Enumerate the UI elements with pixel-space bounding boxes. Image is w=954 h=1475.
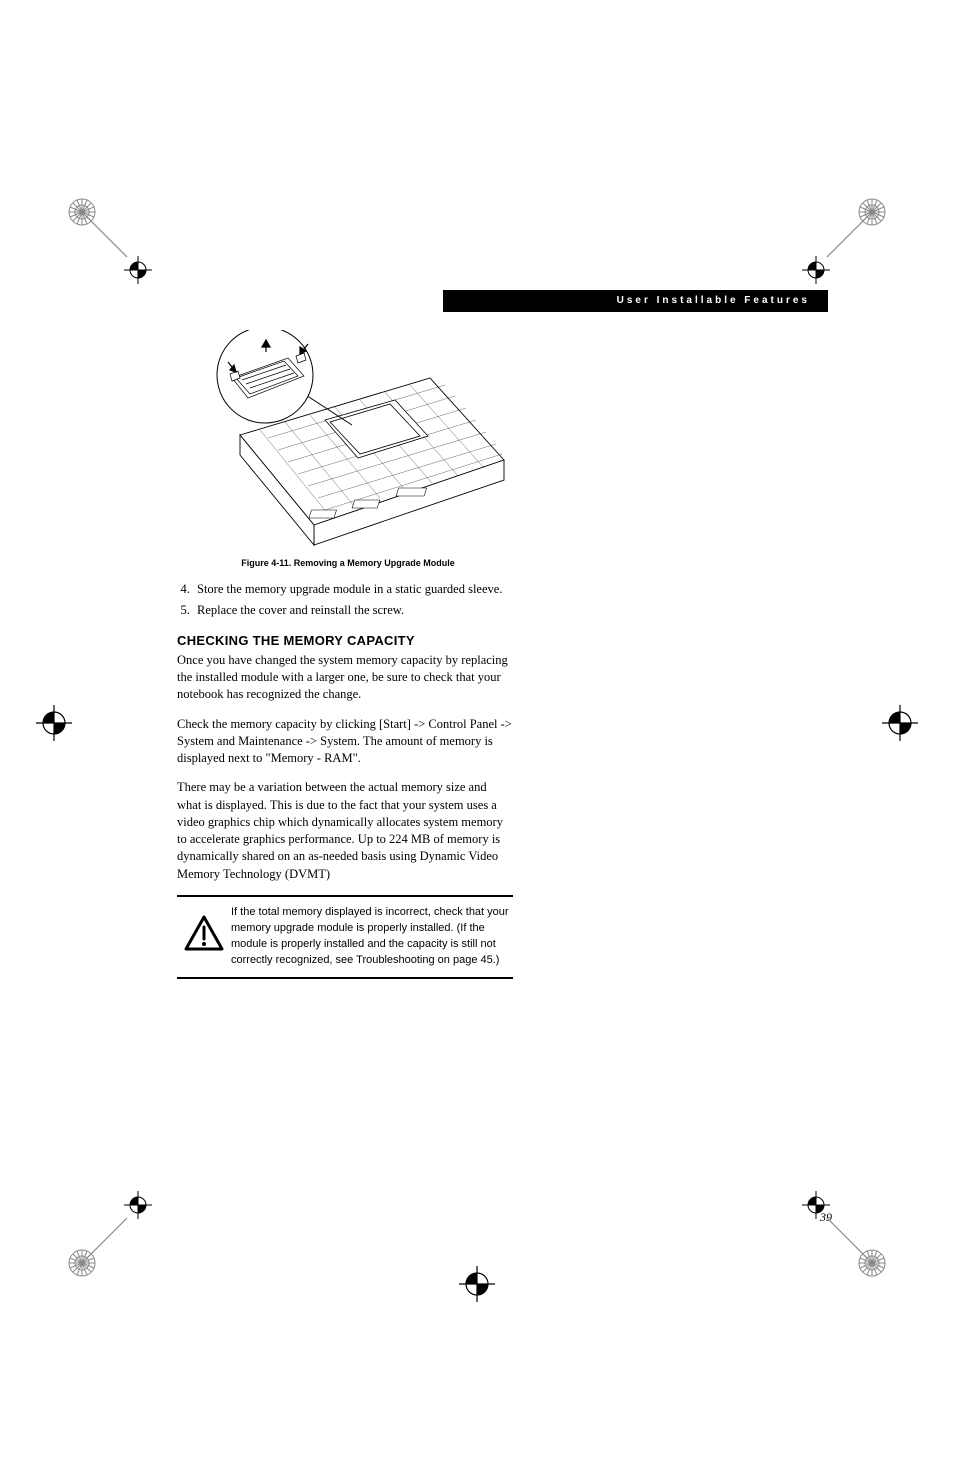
figure-caption: Figure 4-11. Removing a Memory Upgrade M… (208, 558, 488, 568)
registration-mark-bottom-center (449, 1256, 505, 1312)
paragraph-1-text: Once you have changed the system memory … (177, 653, 508, 702)
section-heading-text: CHECKING THE MEMORY CAPACITY (177, 633, 415, 648)
paragraph-1: Once you have changed the system memory … (177, 652, 513, 704)
registration-mark-mid-left (26, 695, 82, 751)
registration-mark-mid-right (872, 695, 928, 751)
content-column: Store the memory upgrade module in a sta… (177, 575, 513, 979)
section-heading: CHECKING THE MEMORY CAPACITY (177, 633, 513, 648)
caution-note-box: If the total memory displayed is incorre… (177, 895, 513, 979)
paragraph-3: There may be a variation between the act… (177, 779, 513, 883)
step-5-text: Replace the cover and reinstall the scre… (197, 603, 404, 617)
section-header-text: User Installable Features (617, 295, 810, 306)
procedure-steps: Store the memory upgrade module in a sta… (177, 581, 513, 619)
caution-icon (177, 905, 231, 953)
caution-note-text: If the total memory displayed is incorre… (231, 905, 513, 969)
registration-mark-inner-tl (118, 250, 158, 290)
step-5: Replace the cover and reinstall the scre… (193, 602, 513, 619)
step-4: Store the memory upgrade module in a sta… (193, 581, 513, 598)
note-text-content: If the total memory displayed is incorre… (231, 906, 509, 966)
figure-caption-text: Figure 4-11. Removing a Memory Upgrade M… (241, 558, 455, 568)
section-header-bar: User Installable Features (443, 290, 828, 312)
step-4-text: Store the memory upgrade module in a sta… (197, 582, 502, 596)
paragraph-2-text: Check the memory capacity by clicking [S… (177, 717, 512, 766)
registration-mark-inner-br (796, 1185, 836, 1225)
paragraph-2: Check the memory capacity by clicking [S… (177, 716, 513, 768)
paragraph-3-text: There may be a variation between the act… (177, 780, 503, 880)
registration-mark-inner-bl (118, 1185, 158, 1225)
registration-mark-inner-tr (796, 250, 836, 290)
memory-diagram (170, 330, 515, 548)
